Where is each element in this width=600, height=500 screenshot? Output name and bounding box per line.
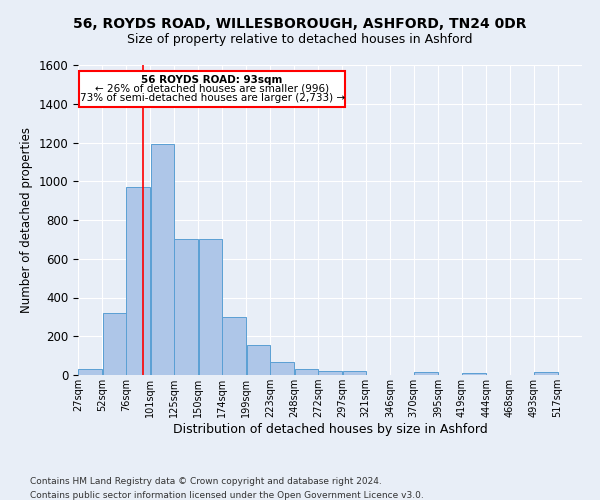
Bar <box>79 369 102 375</box>
Text: 56, ROYDS ROAD, WILLESBOROUGH, ASHFORD, TN24 0DR: 56, ROYDS ROAD, WILLESBOROUGH, ASHFORD, … <box>73 18 527 32</box>
Bar <box>151 144 175 375</box>
Bar <box>174 240 198 375</box>
Bar <box>462 373 486 375</box>
Bar <box>343 371 367 375</box>
Text: 73% of semi-detached houses are larger (2,733) →: 73% of semi-detached houses are larger (… <box>80 93 344 103</box>
Bar <box>222 317 246 375</box>
Bar <box>199 240 223 375</box>
Bar <box>247 345 271 375</box>
Bar <box>414 372 438 375</box>
FancyBboxPatch shape <box>79 71 345 106</box>
Bar <box>535 372 558 375</box>
Bar <box>295 369 319 375</box>
Bar <box>318 371 342 375</box>
Bar <box>103 313 127 375</box>
Text: Contains public sector information licensed under the Open Government Licence v3: Contains public sector information licen… <box>30 491 424 500</box>
Text: ← 26% of detached houses are smaller (996): ← 26% of detached houses are smaller (99… <box>95 84 329 94</box>
Bar <box>127 187 150 375</box>
Text: 56 ROYDS ROAD: 93sqm: 56 ROYDS ROAD: 93sqm <box>142 74 283 85</box>
Text: Contains HM Land Registry data © Crown copyright and database right 2024.: Contains HM Land Registry data © Crown c… <box>30 478 382 486</box>
X-axis label: Distribution of detached houses by size in Ashford: Distribution of detached houses by size … <box>173 423 487 436</box>
Text: Size of property relative to detached houses in Ashford: Size of property relative to detached ho… <box>127 32 473 46</box>
Bar <box>270 362 294 375</box>
Y-axis label: Number of detached properties: Number of detached properties <box>20 127 33 313</box>
